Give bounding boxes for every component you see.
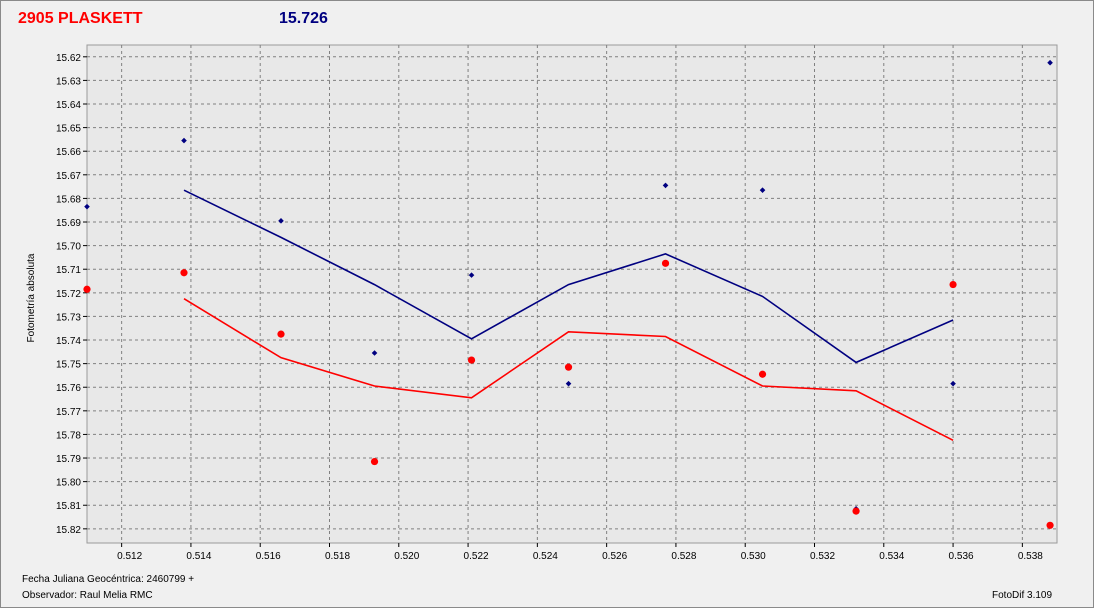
data-point [180,269,188,277]
data-point [84,203,90,210]
y-tick-label: 15.64 [56,100,81,111]
x-tick-label: 0.518 [325,551,350,562]
y-tick-label: 15.82 [56,525,81,536]
data-point [371,350,378,356]
data-point [661,259,670,267]
y-tick-label: 15.76 [56,383,81,394]
y-tick-label: 15.71 [56,265,81,276]
y-tick-label: 15.78 [56,430,81,441]
y-tick-label: 15.72 [56,289,81,300]
y-tick-label: 15.70 [56,242,81,253]
y-axis-label: Fotometría absoluta [26,253,37,342]
y-tick-label: 15.69 [56,218,81,229]
x-tick-label: 0.516 [256,551,281,562]
x-tick-label: 0.520 [394,551,419,562]
x-tick-label: 0.538 [1018,551,1043,562]
data-point [1046,521,1054,529]
data-point [467,356,476,364]
data-point [564,363,573,371]
x-axis-ticks: 0.512 0.514 0.516 0.518 0.520 0.522 0.524 0.526… [117,543,1043,562]
data-point [181,137,187,144]
y-tick-label: 15.74 [56,336,81,347]
data-point [370,457,379,466]
data-point [759,187,766,193]
y-tick-label: 15.66 [56,147,81,158]
mean-magnitude: 15.726 [279,10,328,27]
x-tick-label: 0.512 [117,551,142,562]
y-tick-label: 15.77 [56,407,81,418]
y-axis-ticks: 15.62 15.63 15.64 15.65 15.66 15.67 15.68 15.69… [56,53,87,536]
series-1 [183,189,954,364]
x-tick-label: 0.532 [810,551,835,562]
x-tick-label: 0.536 [949,551,974,562]
x-tick-label: 0.528 [671,551,696,562]
x-tick-label: 0.530 [741,551,766,562]
series-0 [84,59,1053,512]
y-tick-label: 15.73 [56,312,81,323]
y-tick-label: 15.67 [56,171,81,182]
series-layer [83,59,1054,529]
data-point [950,380,956,387]
x-tick-label: 0.526 [602,551,627,562]
object-title: 2905 PLASKETT [18,10,143,27]
data-point [468,272,475,278]
data-point [758,370,767,378]
observer-label: Observador: Raul Melia RMC [22,590,153,601]
x-tick-label: 0.534 [879,551,904,562]
data-point [852,507,860,515]
data-point [565,380,572,387]
data-point [1047,59,1053,66]
data-point [949,280,957,289]
software-version: FotoDif 3.109 [992,590,1053,601]
x-tick-label: 0.522 [464,551,489,562]
series-3 [183,298,954,442]
julian-date-label: Fecha Juliana Geocéntrica: 2460799 + [22,574,195,585]
grid [87,45,1057,543]
y-tick-label: 15.80 [56,478,81,489]
y-tick-label: 15.68 [56,194,81,205]
series-line [183,298,954,442]
y-tick-label: 15.65 [56,124,81,135]
series-2 [83,259,1054,529]
x-tick-label: 0.514 [186,551,211,562]
x-tick-label: 0.524 [533,551,558,562]
plot-area [86,44,1058,544]
y-tick-label: 15.75 [56,360,81,371]
y-tick-label: 15.62 [56,53,81,64]
y-tick-label: 15.63 [56,76,81,87]
series-line [183,189,954,364]
y-tick-label: 15.81 [56,501,81,512]
y-tick-label: 15.79 [56,454,81,465]
data-point [662,182,669,189]
data-point [277,330,285,338]
data-point [83,285,91,293]
data-point [278,218,284,224]
